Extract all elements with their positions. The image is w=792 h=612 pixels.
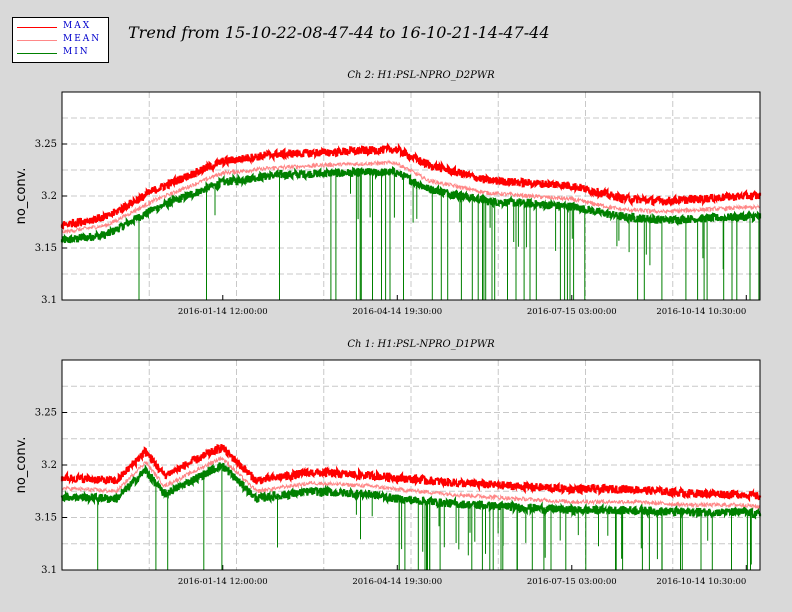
y-tick-label-1: 3.1 [41, 565, 57, 576]
x-tick-label-1: 2016-04-14 19:30:00 [352, 577, 442, 587]
y-tick-label-1: 3.25 [35, 408, 57, 419]
legend-label-mean: MEAN [63, 34, 102, 44]
series-line-mean-1 [61, 456, 761, 511]
series-line-mean-0 [61, 159, 761, 234]
y-axis-label-1: no_conv. [14, 437, 29, 494]
y-tick-label-0: 3.2 [41, 191, 57, 202]
y-tick-label-1: 3.15 [35, 513, 57, 524]
legend-item-max: MAX [17, 21, 107, 33]
y-tick-label-0: 3.25 [35, 139, 57, 150]
legend-label-max: MAX [63, 21, 92, 31]
plot-frame-0 [61, 91, 761, 301]
panel-title-1: Ch 1: H1:PSL-NPRO_D1PWR [347, 339, 495, 350]
panel-title-0: Ch 2: H1:PSL-NPRO_D2PWR [347, 70, 495, 81]
plot-frame-1 [61, 359, 761, 571]
legend-item-min: MIN [17, 47, 107, 59]
main-title: Trend from 15-10-22-08-47-44 to 16-10-21… [128, 23, 550, 42]
series-min-dropouts-0 [138, 172, 760, 300]
legend-item-mean: MEAN [17, 34, 107, 46]
x-tick-label-0: 2016-07-15 03:00:00 [527, 307, 617, 317]
legend-swatch-max [17, 27, 57, 28]
x-tick-label-1: 2016-01-14 12:00:00 [178, 577, 268, 587]
legend-swatch-min [17, 53, 57, 54]
x-tick-label-0: 2016-04-14 19:30:00 [352, 307, 442, 317]
legend-swatch-mean [17, 40, 57, 41]
series-min-dropouts-1 [97, 465, 752, 570]
y-tick-label-0: 3.1 [41, 295, 57, 306]
x-tick-label-0: 2016-01-14 12:00:00 [178, 307, 268, 317]
y-tick-label-1: 3.2 [41, 460, 57, 471]
y-axis-label-0: no_conv. [14, 168, 29, 225]
x-tick-label-0: 2016-10-14 10:30:00 [656, 307, 746, 317]
y-tick-label-0: 3.15 [35, 243, 57, 254]
x-tick-label-1: 2016-10-14 10:30:00 [656, 577, 746, 587]
x-tick-label-1: 2016-07-15 03:00:00 [527, 577, 617, 587]
series-line-min-1 [60, 462, 762, 520]
legend: MAX MEAN MIN [12, 17, 109, 63]
legend-label-min: MIN [63, 47, 90, 57]
series-line-max-0 [60, 142, 762, 230]
series-line-max-1 [60, 443, 762, 503]
